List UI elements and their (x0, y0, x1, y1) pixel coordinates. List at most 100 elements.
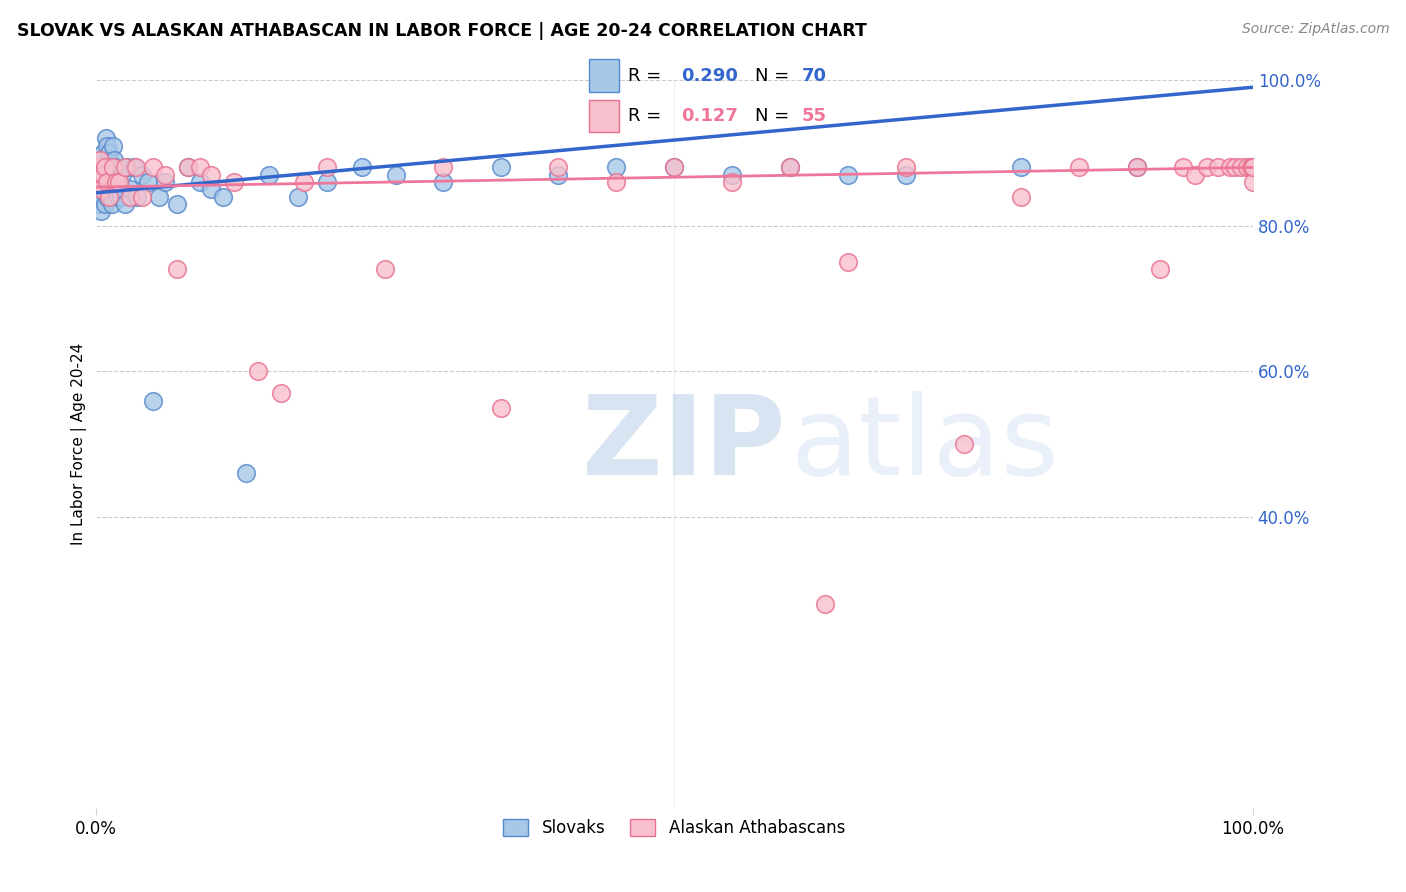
Point (385, 168, 408, 182)
Point (142, 393, 165, 408)
Point (96, 138, 118, 153)
Point (111, 168, 134, 182)
Point (235, 467, 257, 481)
Point (93, 161, 115, 175)
Text: N =: N = (755, 67, 794, 85)
Point (87, 175, 110, 189)
Point (142, 161, 165, 175)
Point (90, 189, 112, 203)
Point (114, 196, 136, 211)
Point (108, 175, 131, 189)
FancyBboxPatch shape (589, 100, 619, 132)
Text: 0.127: 0.127 (681, 107, 738, 125)
Point (115, 161, 138, 175)
Point (107, 182, 129, 196)
Point (188, 175, 211, 189)
Point (94, 168, 117, 182)
Point (87, 175, 110, 189)
Point (97, 153, 120, 167)
Point (779, 161, 801, 175)
Text: Source: ZipAtlas.com: Source: ZipAtlas.com (1241, 22, 1389, 37)
Point (87, 161, 110, 175)
Point (87, 196, 110, 211)
Point (246, 364, 269, 378)
Point (89, 153, 111, 167)
Point (292, 175, 315, 189)
Text: 70: 70 (801, 67, 827, 85)
Point (605, 161, 627, 175)
Point (489, 401, 512, 415)
Point (100, 161, 122, 175)
Point (90, 168, 112, 182)
Point (100, 189, 122, 203)
Text: R =: R = (627, 67, 666, 85)
Point (664, 161, 686, 175)
Point (110, 189, 132, 203)
Point (547, 161, 569, 175)
Point (120, 182, 142, 196)
Point (188, 161, 211, 175)
Point (1225, 161, 1247, 175)
Point (1173, 161, 1195, 175)
Point (270, 386, 292, 401)
Point (1206, 161, 1229, 175)
Point (287, 189, 309, 203)
Point (1236, 161, 1258, 175)
Point (104, 161, 127, 175)
Point (98, 189, 121, 203)
Point (94, 161, 117, 175)
Point (94, 196, 117, 211)
Point (98, 145, 121, 160)
Legend: Slovaks, Alaskan Athabascans: Slovaks, Alaskan Athabascans (496, 813, 852, 844)
Point (101, 161, 124, 175)
Point (125, 161, 148, 175)
Point (166, 196, 188, 211)
Point (257, 168, 280, 182)
Point (122, 161, 145, 175)
Point (952, 437, 974, 451)
Point (1230, 161, 1253, 175)
Point (1069, 161, 1091, 175)
Point (94, 131, 117, 145)
Point (131, 189, 153, 203)
Point (721, 168, 744, 182)
Point (131, 168, 153, 182)
Point (96, 168, 118, 182)
Point (605, 175, 627, 189)
Point (1010, 189, 1032, 203)
Point (103, 153, 125, 167)
Point (1219, 161, 1241, 175)
Point (374, 262, 396, 277)
Point (894, 161, 917, 175)
Point (105, 168, 128, 182)
Point (166, 262, 188, 277)
Point (101, 138, 124, 153)
Point (316, 175, 339, 189)
Point (837, 255, 859, 269)
Point (107, 175, 129, 189)
Point (1195, 161, 1218, 175)
Point (89, 161, 111, 175)
Point (1241, 175, 1264, 189)
Point (664, 161, 686, 175)
Point (316, 161, 339, 175)
Point (814, 598, 837, 612)
Point (1241, 161, 1264, 175)
Point (100, 196, 122, 211)
Point (894, 168, 917, 182)
Point (721, 175, 744, 189)
Point (91, 175, 114, 189)
Point (148, 189, 170, 203)
Point (89, 182, 111, 196)
Point (200, 182, 222, 196)
Point (100, 168, 122, 182)
Point (127, 189, 149, 203)
Point (103, 182, 125, 196)
Point (91, 168, 114, 182)
Point (432, 161, 454, 175)
Point (91, 145, 114, 160)
Point (779, 161, 801, 175)
Point (837, 168, 859, 182)
Point (432, 175, 454, 189)
Point (224, 175, 246, 189)
